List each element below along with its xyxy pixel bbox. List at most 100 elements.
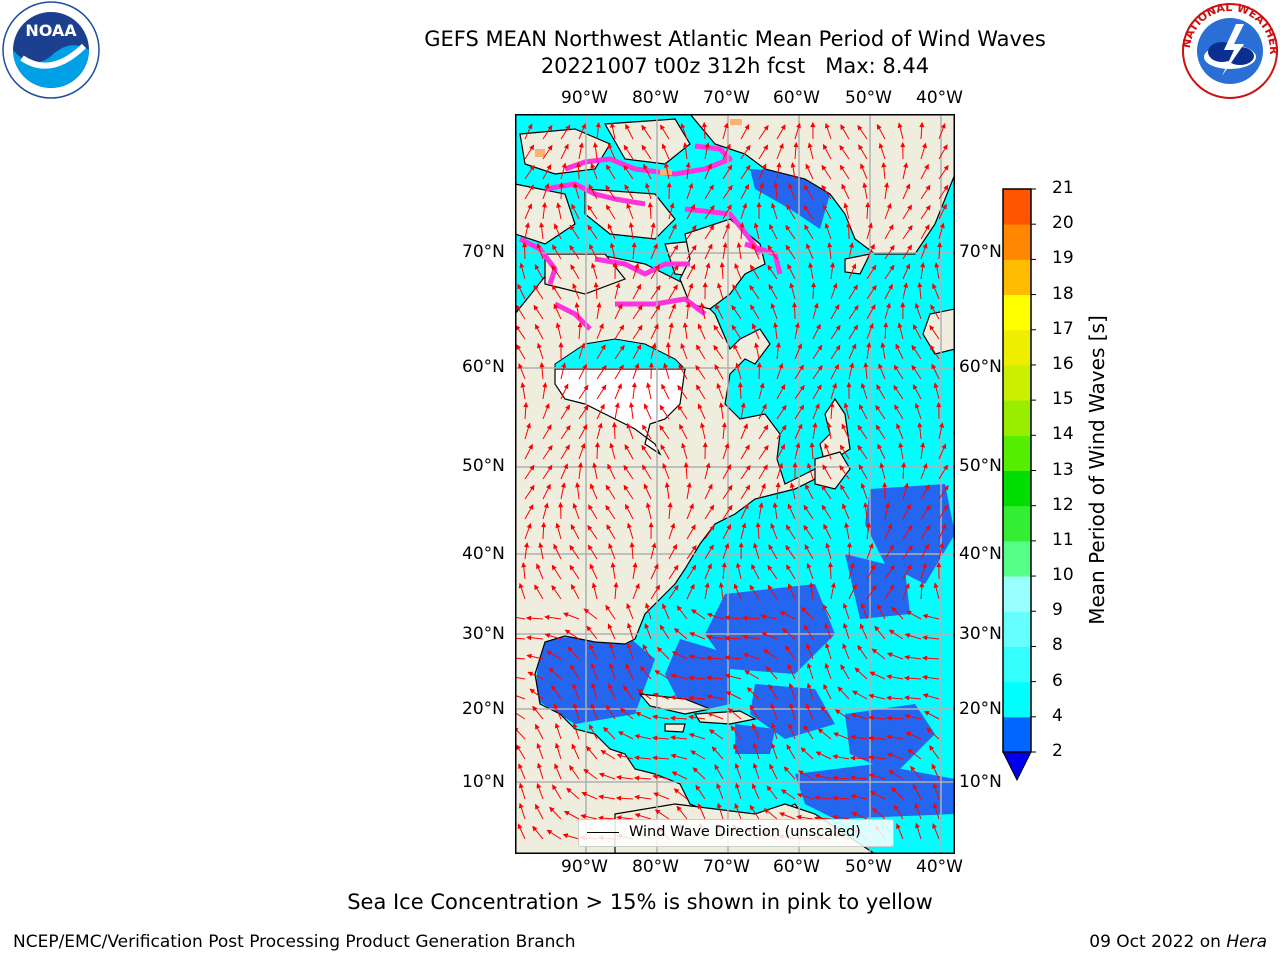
- wind-wave-arrowhead: [936, 401, 942, 408]
- wind-wave-arrowhead: [756, 361, 762, 368]
- wind-wave-arrowhead: [659, 424, 665, 431]
- wind-wave-arrowhead: [607, 223, 613, 230]
- wind-wave-arrowhead: [925, 524, 931, 531]
- wind-wave-arrowhead: [884, 182, 890, 188]
- wind-wave-arrowhead: [525, 615, 532, 621]
- wind-wave-arrowhead: [870, 564, 876, 570]
- wind-wave-arrowhead: [591, 262, 596, 269]
- wind-wave-arrowhead: [901, 461, 907, 468]
- wind-wave-arrowhead: [803, 204, 809, 211]
- wind-wave-arrowhead: [746, 686, 753, 693]
- wind-wave-arrow: [515, 711, 526, 720]
- wind-wave-arrowhead: [617, 383, 622, 389]
- wind-wave-arrowhead: [707, 483, 713, 490]
- wind-wave-arrowhead: [787, 663, 793, 670]
- wind-wave-arrowhead: [690, 750, 696, 756]
- wind-wave-arrowhead: [924, 224, 930, 230]
- wind-wave-arrowhead: [877, 443, 883, 450]
- wind-wave-arrowhead: [806, 243, 811, 249]
- wind-wave-arrowhead: [609, 442, 615, 449]
- wind-wave-arrowhead: [725, 223, 730, 229]
- wind-wave-arrowhead: [735, 362, 741, 369]
- wind-wave-arrowhead: [863, 501, 869, 508]
- colorbar-tick-label: 13: [1052, 459, 1074, 480]
- wind-wave-arrowhead: [689, 503, 694, 509]
- lon-label-top: 60°W: [773, 88, 820, 108]
- wind-wave-arrowhead: [580, 442, 586, 449]
- wind-wave-arrowhead: [554, 722, 560, 729]
- wind-wave-arrowhead: [656, 646, 663, 653]
- wind-wave-arrowhead: [606, 524, 612, 530]
- wind-wave-arrows: [515, 121, 949, 841]
- wind-wave-arrowhead: [830, 582, 836, 588]
- wind-wave-arrowhead: [897, 122, 903, 129]
- wind-wave-arrowhead: [688, 182, 694, 189]
- wind-wave-arrowhead: [613, 581, 619, 588]
- wind-wave-arrowhead: [734, 762, 740, 769]
- wind-wave-arrowhead: [708, 184, 714, 191]
- colorbar-segment: [1003, 576, 1031, 612]
- wind-wave-arrowhead: [886, 752, 893, 758]
- colorbar-tick-label: 19: [1052, 248, 1074, 269]
- wind-wave-arrowhead: [718, 582, 724, 588]
- wind-wave-arrowhead: [762, 464, 768, 471]
- wind-wave-arrowhead: [765, 666, 772, 672]
- wind-wave-arrowhead: [794, 322, 800, 328]
- wind-wave-arrowhead: [839, 144, 845, 151]
- wind-wave-arrowhead: [888, 769, 895, 775]
- colorbar-segment: [1003, 611, 1031, 647]
- wind-wave-arrowhead: [552, 784, 557, 791]
- wind-wave-arrowhead: [626, 603, 632, 609]
- wind-wave-arrowhead: [615, 774, 622, 780]
- wind-wave-arrowhead: [672, 284, 678, 291]
- wind-wave-arrowhead: [551, 584, 557, 591]
- wind-wave-arrowhead: [839, 164, 845, 171]
- wind-wave-arrowhead: [804, 224, 810, 231]
- colorbar-segment: [1003, 364, 1031, 401]
- wind-wave-arrowhead: [923, 710, 930, 716]
- wind-wave-arrowhead: [713, 344, 719, 351]
- wind-wave-arrowhead: [775, 481, 781, 488]
- wind-wave-arrowhead: [834, 304, 840, 310]
- wind-wave-arrowhead: [700, 422, 705, 428]
- wind-wave-arrowhead: [527, 671, 534, 677]
- wind-wave-arrowhead: [896, 823, 901, 829]
- wind-wave-arrowhead: [725, 691, 732, 697]
- wind-wave-arrowhead: [600, 344, 606, 351]
- wind-wave-arrowhead: [547, 144, 553, 151]
- wind-wave-arrowhead: [763, 424, 769, 431]
- wind-wave-arrowhead: [518, 763, 523, 769]
- wind-wave-arrowhead: [679, 423, 684, 430]
- wind-wave-arrowhead: [905, 263, 911, 270]
- wind-wave-arrowhead: [840, 124, 846, 131]
- wind-wave-arrowhead: [724, 442, 730, 449]
- wind-wave-arrowhead: [857, 124, 863, 131]
- wind-wave-arrowhead: [529, 464, 535, 471]
- wind-wave-arrowhead: [586, 625, 592, 632]
- wind-wave-arrowhead: [535, 723, 540, 730]
- wind-wave-arrowhead: [932, 782, 938, 789]
- wind-wave-arrowhead: [529, 688, 536, 694]
- wind-wave-arrowhead: [631, 381, 637, 388]
- wind-wave-arrowhead: [857, 644, 863, 651]
- wind-wave-arrowhead: [760, 614, 766, 620]
- host-name: Hera: [1226, 932, 1267, 952]
- lat-label-right: 10°N: [959, 772, 1002, 792]
- wind-wave-arrowhead: [709, 204, 715, 211]
- wind-wave-arrowhead: [939, 542, 945, 548]
- wind-wave-arrowhead: [768, 684, 774, 690]
- wind-wave-arrowhead: [707, 243, 713, 250]
- wind-wave-arrowhead: [706, 612, 713, 618]
- wind-wave-arrowhead: [868, 542, 874, 549]
- lon-label-bottom: 70°W: [703, 857, 750, 877]
- wind-wave-arrowhead: [803, 504, 809, 511]
- wind-wave-arrowhead: [891, 606, 897, 613]
- map-frame: [515, 114, 955, 854]
- wind-wave-arrowhead: [893, 804, 899, 811]
- wind-wave-arrowhead: [650, 222, 656, 228]
- colorbar-tick-label: 11: [1052, 529, 1074, 550]
- wind-wave-arrowhead: [776, 162, 782, 168]
- wind-wave-arrowhead: [608, 642, 614, 649]
- wind-wave-arrowhead: [842, 643, 848, 649]
- producer-credit: NCEP/EMC/Verification Post Processing Pr…: [13, 932, 576, 952]
